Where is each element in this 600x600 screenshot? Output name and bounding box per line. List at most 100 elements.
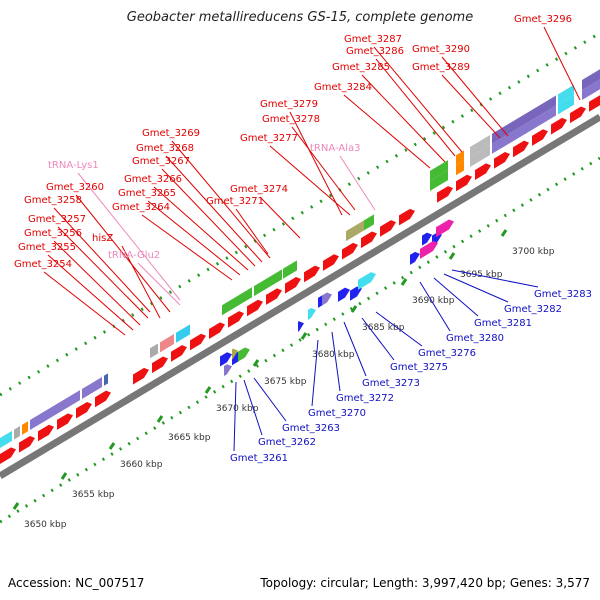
feature-block <box>364 214 374 231</box>
reverse-gene-block <box>358 272 376 290</box>
reverse-gene-block-shape <box>238 347 250 362</box>
forward-gene-arrow <box>171 345 187 362</box>
reverse-gene-block <box>238 347 250 362</box>
feature-block-upper-shape <box>430 160 448 181</box>
leader-line <box>57 226 149 319</box>
feature-block-upper <box>582 69 600 90</box>
forward-gene-arrow-shape <box>152 356 168 374</box>
forward-gene-arrow-shape <box>437 186 453 203</box>
reverse-gene-block-shape <box>338 287 350 302</box>
reverse-gene-block <box>232 348 238 360</box>
feature-block-upper-shape <box>558 84 574 105</box>
feature-block <box>0 430 12 448</box>
leader-line <box>361 317 395 361</box>
forward-label-gmet_3278: Gmet_3278 <box>262 114 320 125</box>
forward-gene-arrow-shape <box>171 345 187 362</box>
feature-block <box>346 220 364 242</box>
leader-line <box>53 207 151 313</box>
forward-gene-arrow-shape <box>589 95 600 112</box>
leader-line <box>441 56 509 137</box>
reverse-gene-block-shape <box>322 292 332 306</box>
leader-line <box>311 339 319 407</box>
backbone-highlight <box>0 110 600 471</box>
leader-line <box>543 26 581 101</box>
feature-block-shape <box>176 324 190 343</box>
forward-gene-arrow <box>247 299 263 317</box>
reverse-gene-block-shape <box>420 241 438 259</box>
ruler-tick-label: 3670 kbp <box>216 404 259 414</box>
forward-gene-arrow <box>323 254 339 271</box>
forward-gene-arrow <box>513 140 529 158</box>
reverse-label-gmet_3261: Gmet_3261 <box>230 453 288 464</box>
reverse-gene-block <box>322 292 332 306</box>
ruler-tick <box>500 229 508 237</box>
forward-label-gmet_3285: Gmet_3285 <box>332 62 390 73</box>
ruler-tick-label: 3655 kbp <box>72 490 115 500</box>
forward-label-gmet_3287: Gmet_3287 <box>344 34 402 45</box>
feature-block-shape <box>30 390 80 431</box>
reverse-gene-block <box>338 287 350 302</box>
leader-line <box>121 245 161 319</box>
ruler-tick <box>400 278 408 286</box>
reverse-gene-block <box>224 364 232 377</box>
ruler-dots <box>0 156 600 524</box>
feature-block-shape <box>254 269 282 297</box>
ruler-tick-label: 3700 kbp <box>512 247 555 257</box>
feature-block <box>176 324 190 343</box>
feature-block-shape <box>150 343 158 359</box>
reverse-gene-block-shape <box>358 272 376 290</box>
leader-line <box>77 172 181 301</box>
reverse-gene-block-shape <box>350 286 362 301</box>
reverse-gene-block-shape <box>436 219 454 238</box>
ruler-track: 3650 kbp 3655 kbp 3660 kbp 3665 kbp 3670 kbp… <box>0 31 600 530</box>
feature-block-shape <box>104 373 108 386</box>
forward-gene-arrow <box>133 367 149 385</box>
ruler-tick <box>300 332 308 340</box>
forward-gene-arrow <box>304 265 320 283</box>
leader-line <box>289 111 343 216</box>
feature-block-shape <box>0 430 12 448</box>
forward-gene-arrow <box>76 401 92 419</box>
feature-block-shape <box>14 426 20 440</box>
forward-gene-arrow <box>456 174 472 192</box>
forward-label-gmet_3254: Gmet_3254 <box>14 259 72 270</box>
forward-gene-arrow <box>228 311 244 328</box>
leader-line <box>373 46 463 153</box>
reverse-gene-block-shape <box>410 251 420 265</box>
feature-block <box>222 287 252 316</box>
forward-label-gmet_3274: Gmet_3274 <box>230 184 288 195</box>
ruler-tick <box>448 252 456 260</box>
reverse-gene-block-shape <box>220 352 232 367</box>
forward-gene-arrow-shape <box>494 152 510 169</box>
ruler-tick <box>350 305 358 313</box>
feature-block <box>470 144 490 167</box>
forward-gene-arrow <box>38 424 54 442</box>
feature-block-upper-shape <box>456 150 464 166</box>
reverse-label-gmet_3263: Gmet_3263 <box>282 423 340 434</box>
leader-line <box>243 379 263 436</box>
forward-gene-arrow <box>361 231 377 249</box>
reverse-gene-block <box>350 286 362 301</box>
leader-line <box>343 321 367 377</box>
feature-block <box>456 160 464 176</box>
leader-line <box>235 208 269 255</box>
reverse-label-gmet_3262: Gmet_3262 <box>258 437 316 448</box>
feature-block <box>160 333 174 353</box>
reverse-gene-block-shape <box>422 232 432 246</box>
forward-label-hisz: hisZ <box>92 233 113 244</box>
forward-gene-arrow <box>570 106 586 124</box>
leader-line <box>171 140 271 259</box>
reverse-gene-block <box>308 308 316 320</box>
leader-line <box>233 381 237 452</box>
feature-block <box>104 373 108 386</box>
backbone-outer <box>0 113 600 480</box>
feature-block <box>492 105 556 154</box>
leader-line <box>153 186 249 271</box>
forward-label-gmet_3264: Gmet_3264 <box>112 202 170 213</box>
forward-gene-arrow-shape <box>304 265 320 283</box>
feature-block <box>22 421 28 435</box>
forward-gene-arrow-shape <box>513 140 529 158</box>
label-leaders <box>43 26 581 452</box>
leader-line <box>375 58 456 157</box>
forward-gene-arrow <box>19 436 35 453</box>
